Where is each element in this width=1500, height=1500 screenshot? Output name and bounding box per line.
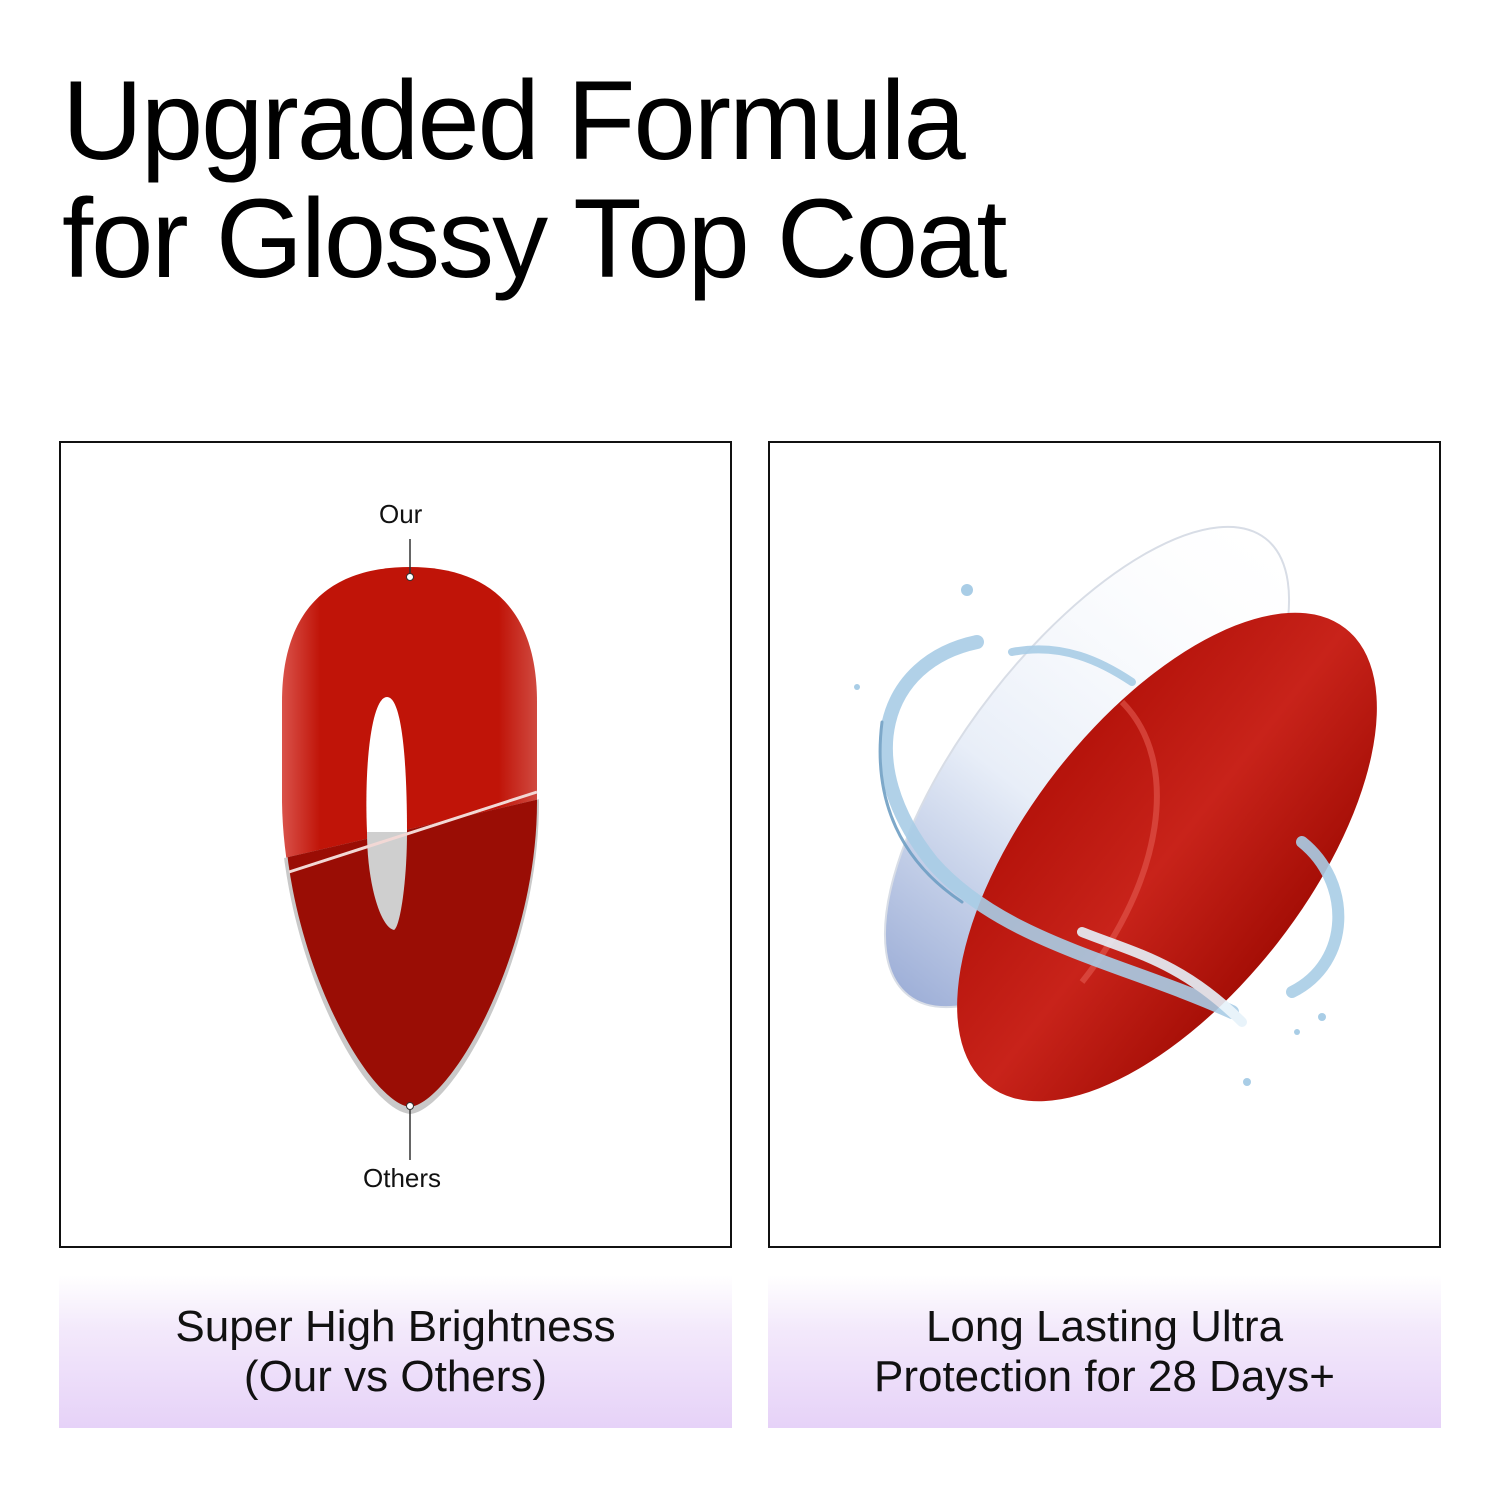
protection-panel bbox=[768, 441, 1441, 1248]
page-title: Upgraded Formula for Glossy Top Coat bbox=[62, 62, 1007, 301]
label-our: Our bbox=[379, 499, 423, 529]
comparison-panel: Our Others bbox=[59, 441, 732, 1248]
nail-protection-illustration bbox=[854, 525, 1377, 1102]
caption-brightness: Super High Brightness (Our vs Others) bbox=[59, 1275, 732, 1428]
caption-brightness-line-2: (Our vs Others) bbox=[243, 1351, 548, 1401]
highlight-others bbox=[367, 832, 407, 930]
label-others: Others bbox=[363, 1163, 442, 1193]
caption-protection-line-2: Protection for 28 Days+ bbox=[873, 1351, 1335, 1401]
highlight-our bbox=[366, 697, 407, 832]
caption-protection-line-1: Long Lasting Ultra bbox=[925, 1301, 1284, 1351]
caption-protection: Long Lasting Ultra Protection for 28 Day… bbox=[768, 1275, 1441, 1428]
water-swirl bbox=[878, 635, 1345, 1027]
red-nail bbox=[957, 612, 1377, 1102]
nail-comparison-illustration bbox=[280, 539, 539, 1160]
caption-brightness-line-1: Super High Brightness bbox=[175, 1301, 616, 1351]
title-line-2: for Glossy Top Coat bbox=[62, 176, 1007, 301]
title-line-1: Upgraded Formula bbox=[62, 58, 966, 183]
